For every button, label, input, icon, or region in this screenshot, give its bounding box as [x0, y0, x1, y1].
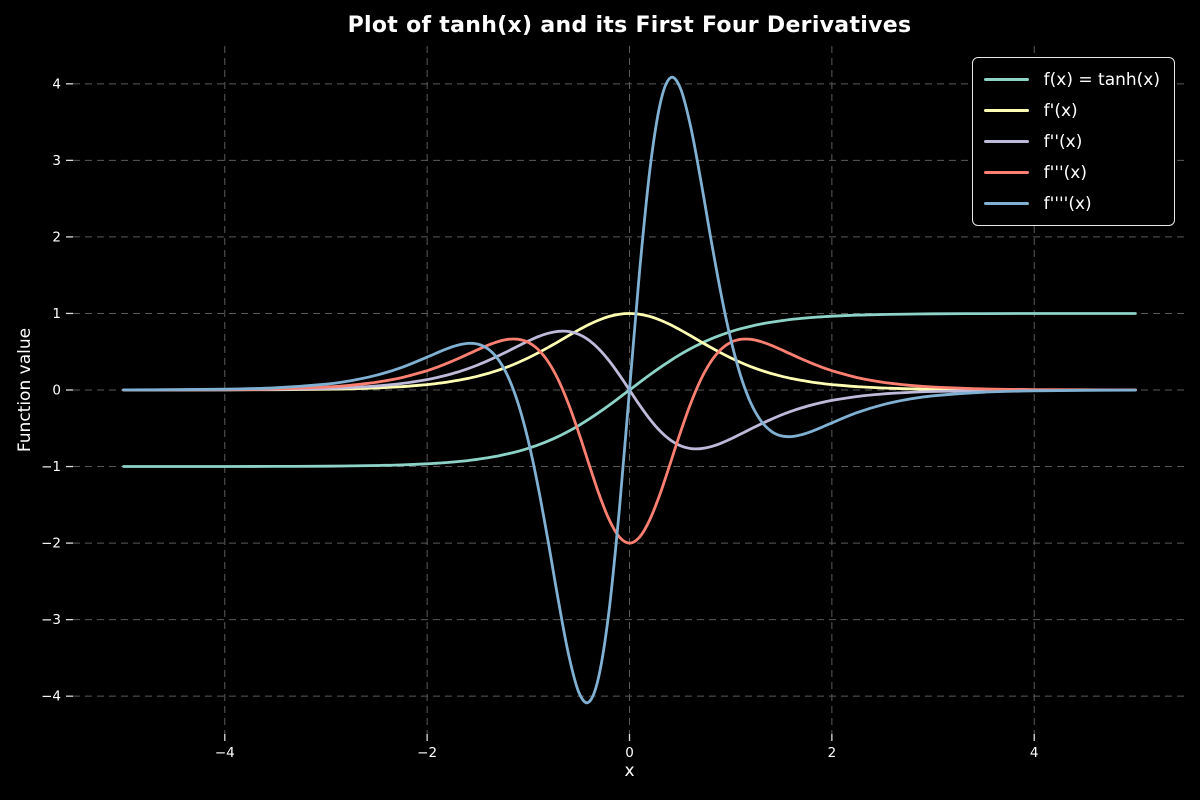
y-tick-label: −1	[41, 459, 61, 475]
x-tick-label: 2	[828, 745, 837, 761]
x-tick-label: −4	[215, 745, 235, 761]
x-tick-label: 4	[1030, 745, 1039, 761]
y-tick-label: −3	[41, 612, 61, 628]
legend-swatch	[983, 202, 1029, 205]
legend-item: f(x) = tanh(x)	[983, 64, 1160, 95]
legend-swatch	[983, 109, 1029, 112]
legend-label: f'(x)	[1043, 100, 1078, 121]
legend-swatch	[983, 171, 1029, 174]
legend-item: f'(x)	[983, 95, 1160, 126]
chart-title: Plot of tanh(x) and its First Four Deriv…	[347, 13, 912, 38]
y-tick-label: −4	[41, 689, 61, 705]
curve-first-derivative	[122, 312, 1137, 392]
y-tick-label: 4	[52, 76, 61, 92]
y-tick-label: 3	[52, 153, 61, 169]
y-tick-label: −2	[41, 536, 61, 552]
legend-label: f''(x)	[1043, 131, 1083, 152]
y-tick-label: 1	[52, 306, 61, 322]
x-axis-label: x	[624, 761, 635, 781]
legend-item: f''''(x)	[983, 188, 1160, 219]
y-tick-label: 0	[52, 383, 61, 399]
curve-third-derivative	[122, 337, 1137, 545]
legend-label: f'''(x)	[1043, 162, 1088, 183]
legend-label: f''''(x)	[1043, 193, 1092, 214]
legend-item: f''(x)	[983, 126, 1160, 157]
y-axis-label: Function value	[15, 327, 35, 453]
legend: f(x) = tanh(x) f'(x) f''(x) f'''(x) f''''(x)	[971, 57, 1175, 226]
legend-label: f(x) = tanh(x)	[1043, 69, 1160, 90]
x-tick-label: −2	[417, 745, 437, 761]
curve-fourth-derivative	[122, 75, 1137, 705]
legend-swatch	[983, 78, 1029, 81]
legend-swatch	[983, 140, 1029, 143]
y-tick-label: 2	[52, 229, 61, 245]
x-tick-label: 0	[625, 745, 634, 761]
legend-item: f'''(x)	[983, 157, 1160, 188]
